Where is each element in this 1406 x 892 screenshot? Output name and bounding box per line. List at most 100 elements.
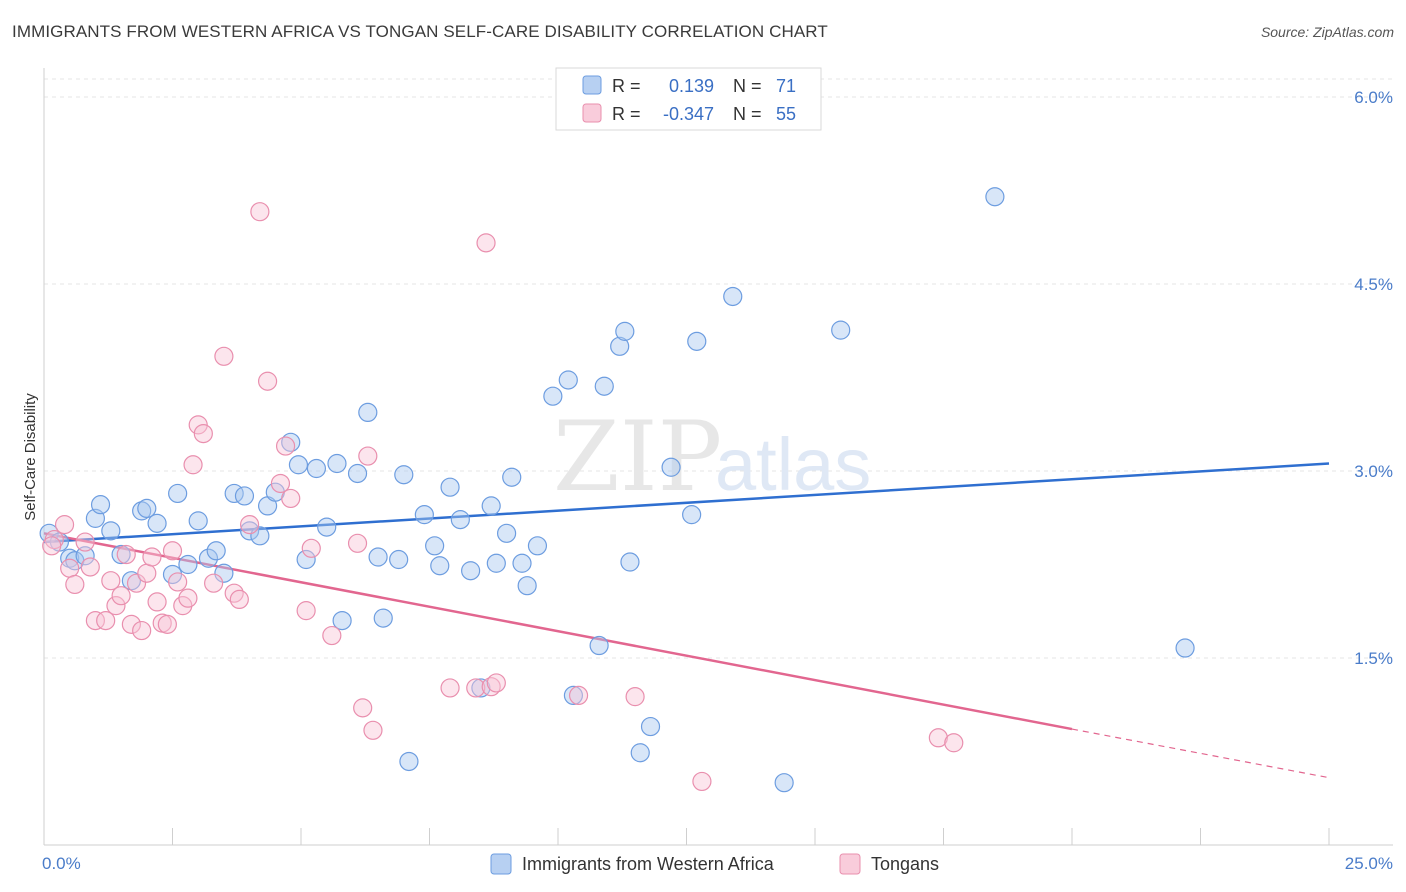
point-western-africa (75, 546, 95, 566)
legend-swatch-pink (582, 103, 602, 123)
bottom-legend: Immigrants from Western Africa Tongans (490, 853, 939, 875)
point-western-africa (497, 523, 517, 543)
bottom-legend-swatch-pink (839, 853, 861, 875)
point-tongans (240, 515, 260, 535)
point-tongans (275, 436, 296, 456)
legend-r-label-pink: R = (612, 104, 641, 124)
bottom-legend-swatch-blue (490, 853, 512, 875)
point-western-africa (288, 455, 309, 475)
point-tongans (476, 233, 496, 253)
point-western-africa (481, 496, 501, 516)
point-tongans (347, 533, 368, 553)
point-tongans (270, 473, 291, 494)
bottom-legend-label-pink: Tongans (871, 854, 939, 874)
point-tongans (96, 610, 116, 631)
point-tongans (54, 515, 75, 535)
point-western-africa (60, 548, 80, 568)
legend-n-value-pink: 55 (776, 104, 796, 124)
point-western-africa (425, 536, 445, 556)
point-tongans (466, 678, 486, 698)
point-tongans (111, 586, 131, 606)
point-western-africa (132, 501, 152, 521)
point-western-africa (373, 608, 393, 628)
point-western-africa (440, 477, 460, 497)
legend-n-value-blue: 71 (776, 76, 796, 96)
y-tick-label: 3.0% (1354, 462, 1393, 481)
point-tongans (168, 572, 188, 592)
point-western-africa (610, 336, 630, 356)
point-western-africa (985, 187, 1005, 207)
point-western-africa (281, 432, 301, 452)
point-tongans (296, 601, 316, 621)
point-western-africa (512, 553, 532, 573)
top-legend: R = 0.139 N = 71 R = -0.347 N = 55 (555, 67, 822, 131)
point-tongans (944, 733, 964, 753)
point-tongans (75, 532, 95, 552)
point-tongans (116, 544, 136, 565)
point-tongans (132, 620, 152, 641)
point-western-africa (234, 486, 255, 506)
point-western-africa (563, 685, 584, 706)
point-tongans (358, 446, 378, 466)
legend-r-value-blue: 0.139 (669, 76, 714, 96)
point-tongans (363, 720, 383, 740)
data-points (39, 187, 1195, 793)
point-tongans (440, 678, 460, 698)
point-western-africa (368, 547, 388, 567)
watermark-zip: ZIP (553, 401, 722, 513)
point-western-africa (517, 576, 537, 596)
point-tongans (121, 614, 141, 634)
point-tongans (80, 557, 100, 577)
point-western-africa (630, 743, 650, 763)
point-tongans (204, 573, 224, 593)
watermark: ZIP atlas (553, 401, 871, 513)
point-western-africa (471, 678, 491, 698)
legend-r-value-pink: -0.347 (663, 104, 714, 124)
point-western-africa (101, 521, 121, 541)
point-tongans (250, 202, 270, 222)
point-tongans (42, 536, 62, 556)
legend-swatch-blue (582, 75, 602, 95)
point-western-africa (394, 465, 414, 485)
x-tick-label-max: 25.0% (1345, 854, 1393, 873)
point-tongans (106, 596, 126, 616)
point-western-africa (461, 561, 481, 581)
x-tick-label-min: 0.0% (42, 854, 81, 873)
y-tick-labels: 1.5% 3.0% 4.5% 6.0% (1354, 88, 1393, 668)
point-tongans (178, 588, 198, 608)
point-western-africa (347, 463, 368, 484)
point-western-africa (178, 554, 198, 575)
point-western-africa (723, 286, 743, 307)
point-western-africa (168, 483, 188, 504)
point-western-africa (558, 370, 578, 390)
point-tongans (101, 571, 121, 591)
legend-r-label-blue: R = (612, 76, 641, 96)
point-western-africa (111, 544, 131, 565)
point-tongans (60, 558, 80, 578)
bottom-legend-label-blue: Immigrants from Western Africa (522, 854, 775, 874)
point-tongans (65, 574, 85, 595)
point-western-africa (831, 320, 851, 340)
point-tongans (157, 614, 177, 634)
point-tongans (692, 771, 712, 792)
y-axis-label: Self-Care Disability (22, 393, 39, 521)
point-tongans (486, 673, 506, 693)
point-western-africa (414, 505, 434, 525)
point-tongans (257, 371, 278, 391)
point-western-africa (317, 517, 337, 537)
y-tick-label: 4.5% (1354, 275, 1393, 294)
point-western-africa (450, 510, 470, 530)
y-tick-label: 1.5% (1354, 649, 1393, 668)
source-label: Source: ZipAtlas.com (1260, 24, 1394, 40)
point-western-africa (358, 402, 378, 423)
point-western-africa (306, 458, 327, 479)
trend-line-tongans (43, 532, 1073, 731)
point-tongans (193, 424, 213, 444)
point-western-africa (389, 549, 409, 570)
point-tongans (137, 563, 157, 583)
point-western-africa (1175, 638, 1195, 658)
point-western-africa (90, 495, 111, 515)
point-tongans (126, 573, 147, 593)
point-western-africa (774, 773, 794, 793)
